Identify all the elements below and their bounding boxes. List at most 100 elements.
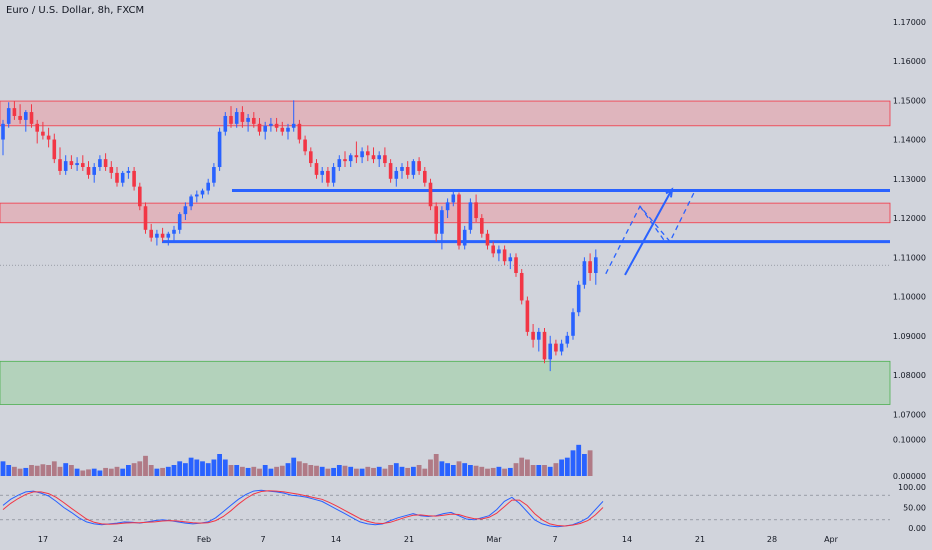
support-zone: [0, 360, 891, 405]
projection-dashed-path: [605, 190, 696, 275]
volume-bar: [91, 468, 97, 476]
volume-bar: [222, 459, 228, 476]
candle-body: [172, 229, 176, 234]
stochastic-k-line: [2, 489, 604, 528]
volume-bar: [86, 469, 91, 476]
volume-bar: [519, 457, 525, 476]
volume-bar: [462, 463, 468, 476]
volume-bar: [34, 465, 40, 476]
volume-bar: [536, 465, 542, 476]
stochastic-d-line: [2, 490, 604, 527]
volume-bar: [513, 463, 519, 476]
volume-bar: [183, 463, 188, 476]
candle-body: [582, 261, 587, 285]
candle-body: [559, 343, 564, 352]
volume-bar: [314, 465, 319, 476]
candle-body: [155, 233, 159, 238]
candle-body: [18, 115, 22, 120]
stochastic-layer: [0, 489, 890, 528]
volume-bar: [217, 454, 222, 476]
time-tick-label: 21: [695, 535, 705, 544]
candle-body: [274, 123, 279, 128]
candle-body: [468, 202, 473, 230]
volume-bar: [74, 468, 80, 476]
candle-body: [46, 135, 51, 140]
volume-bar: [245, 467, 251, 476]
volume-bar: [40, 464, 46, 476]
time-axis[interactable]: 17 24 Feb 7 14 21 Mar 7 14 21 28 Apr: [38, 535, 839, 544]
candle-body: [542, 331, 547, 360]
volume-bar: [17, 468, 23, 476]
candle-body: [69, 161, 74, 166]
candle-body: [525, 300, 530, 332]
candle-body: [440, 210, 444, 234]
volume-bar: [120, 468, 126, 476]
candle-body: [35, 123, 39, 132]
volume-bar: [376, 466, 382, 476]
candle-body: [52, 139, 57, 160]
stochastic-tick-label: 0.00: [908, 524, 926, 533]
volume-bar: [268, 468, 274, 476]
candle-body: [383, 155, 387, 164]
candle-body: [366, 151, 370, 156]
volume-bar: [411, 466, 416, 476]
volume-bar: [103, 467, 108, 476]
price-tick-label: 1.14000: [893, 136, 926, 145]
candle-body: [485, 233, 490, 246]
volume-bar: [450, 465, 456, 476]
volume-bar: [319, 466, 325, 476]
candle-body: [565, 335, 570, 344]
volume-bar: [388, 465, 393, 476]
candle-body: [480, 218, 484, 234]
volume-bar: [57, 466, 63, 476]
candle-body: [417, 161, 421, 171]
time-tick-label: 7: [260, 535, 265, 544]
candle-body: [491, 245, 495, 254]
candle-body: [252, 117, 256, 124]
volume-bar: [468, 465, 473, 476]
time-tick-label: 24: [113, 535, 123, 544]
price-tick-label: 1.12000: [893, 214, 926, 223]
candle-body: [86, 167, 91, 175]
candle-body: [497, 249, 501, 254]
candle-body: [269, 123, 273, 126]
volume-bar: [188, 457, 194, 476]
candle-body: [428, 182, 433, 207]
candle-body: [594, 257, 598, 273]
volume-bar: [485, 468, 490, 476]
price-tick-label: 1.17000: [893, 18, 926, 27]
volume-bar: [171, 465, 177, 476]
candle-body: [354, 155, 359, 158]
volume-bar: [69, 465, 74, 476]
candle-body: [126, 170, 131, 173]
candle-body: [343, 159, 347, 162]
time-tick-label: 7: [552, 535, 557, 544]
volume-bar: [279, 465, 285, 476]
candle-body: [462, 229, 467, 246]
candle-body: [41, 131, 45, 136]
volume-bar: [490, 467, 496, 476]
candle-body: [263, 125, 267, 132]
candle-body: [514, 257, 518, 273]
volume-bar: [148, 465, 154, 476]
candle-body: [6, 108, 11, 124]
volume-bar: [325, 468, 331, 476]
volume-bar: [456, 461, 462, 476]
candle-body: [331, 167, 336, 183]
volume-bar: [393, 463, 399, 476]
candle-body: [394, 170, 399, 179]
candle-body: [337, 159, 342, 168]
volume-bar: [291, 457, 297, 476]
volume-bar: [371, 467, 376, 476]
candle-body: [371, 155, 376, 160]
volume-bar: [354, 468, 359, 476]
candle-body: [240, 112, 245, 122]
time-tick-label: 14: [331, 535, 341, 544]
price-axis[interactable]: 1.17000 1.16000 1.15000 1.14000 1.13000 1.120…: [893, 18, 926, 420]
candle-body: [286, 127, 290, 132]
volume-bar: [177, 461, 183, 476]
candle-body: [400, 167, 404, 171]
volume-bar: [382, 468, 388, 476]
candle-body: [115, 172, 119, 183]
